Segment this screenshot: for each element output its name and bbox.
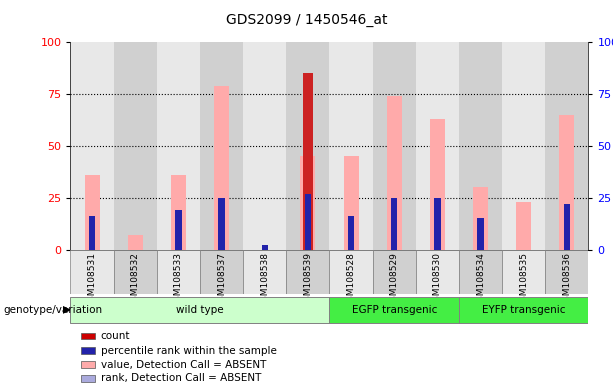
Bar: [200, 250, 243, 294]
Bar: [157, 42, 200, 250]
Bar: [70, 42, 113, 250]
Text: GSM108528: GSM108528: [346, 252, 356, 307]
Text: count: count: [101, 331, 130, 341]
Bar: [373, 42, 416, 250]
Text: GSM108535: GSM108535: [519, 252, 528, 307]
Bar: [113, 250, 157, 294]
Bar: [81, 361, 96, 368]
Text: GSM108534: GSM108534: [476, 252, 485, 307]
Bar: [330, 297, 459, 323]
Bar: [70, 297, 330, 323]
Text: wild type: wild type: [176, 305, 224, 315]
Bar: [302, 73, 313, 250]
Text: EGFP transgenic: EGFP transgenic: [351, 305, 437, 315]
Bar: [343, 156, 359, 250]
Bar: [502, 42, 546, 250]
Text: rank, Detection Call = ABSENT: rank, Detection Call = ABSENT: [101, 373, 261, 384]
Bar: [434, 198, 441, 250]
Bar: [81, 375, 96, 382]
Text: GSM108531: GSM108531: [88, 252, 97, 307]
Bar: [478, 218, 484, 250]
Text: GSM108529: GSM108529: [390, 252, 398, 307]
Text: GSM108537: GSM108537: [217, 252, 226, 307]
Text: GDS2099 / 1450546_at: GDS2099 / 1450546_at: [226, 13, 387, 27]
Text: GSM108538: GSM108538: [261, 252, 269, 307]
Bar: [330, 42, 373, 250]
Bar: [89, 217, 95, 250]
Bar: [473, 187, 488, 250]
Bar: [459, 42, 502, 250]
Bar: [516, 202, 531, 250]
Polygon shape: [63, 306, 70, 313]
Bar: [200, 42, 243, 250]
Bar: [430, 119, 445, 250]
Bar: [85, 175, 100, 250]
Bar: [373, 250, 416, 294]
Bar: [300, 156, 316, 250]
Bar: [214, 86, 229, 250]
Bar: [113, 42, 157, 250]
Bar: [391, 198, 397, 250]
Text: percentile rank within the sample: percentile rank within the sample: [101, 346, 276, 356]
Bar: [387, 96, 402, 250]
Bar: [175, 210, 181, 250]
Text: GSM108536: GSM108536: [562, 252, 571, 307]
Bar: [546, 250, 588, 294]
Bar: [262, 245, 268, 250]
Bar: [243, 42, 286, 250]
Bar: [348, 217, 354, 250]
Bar: [546, 42, 588, 250]
Bar: [459, 297, 588, 323]
Bar: [559, 115, 574, 250]
Bar: [305, 194, 311, 250]
Bar: [81, 333, 96, 339]
Bar: [459, 250, 502, 294]
Bar: [502, 250, 546, 294]
Text: value, Detection Call = ABSENT: value, Detection Call = ABSENT: [101, 359, 266, 369]
Bar: [416, 250, 459, 294]
Text: GSM108533: GSM108533: [174, 252, 183, 307]
Bar: [564, 204, 570, 250]
Bar: [81, 347, 96, 354]
Bar: [416, 42, 459, 250]
Bar: [286, 42, 330, 250]
Bar: [243, 250, 286, 294]
Text: GSM108530: GSM108530: [433, 252, 442, 307]
Bar: [286, 250, 330, 294]
Bar: [70, 250, 113, 294]
Text: GSM108539: GSM108539: [303, 252, 313, 307]
Text: GSM108532: GSM108532: [131, 252, 140, 307]
Bar: [157, 250, 200, 294]
Bar: [330, 250, 373, 294]
Bar: [128, 235, 143, 250]
Text: genotype/variation: genotype/variation: [3, 305, 102, 315]
Bar: [218, 198, 225, 250]
Text: EYFP transgenic: EYFP transgenic: [482, 305, 565, 315]
Bar: [171, 175, 186, 250]
